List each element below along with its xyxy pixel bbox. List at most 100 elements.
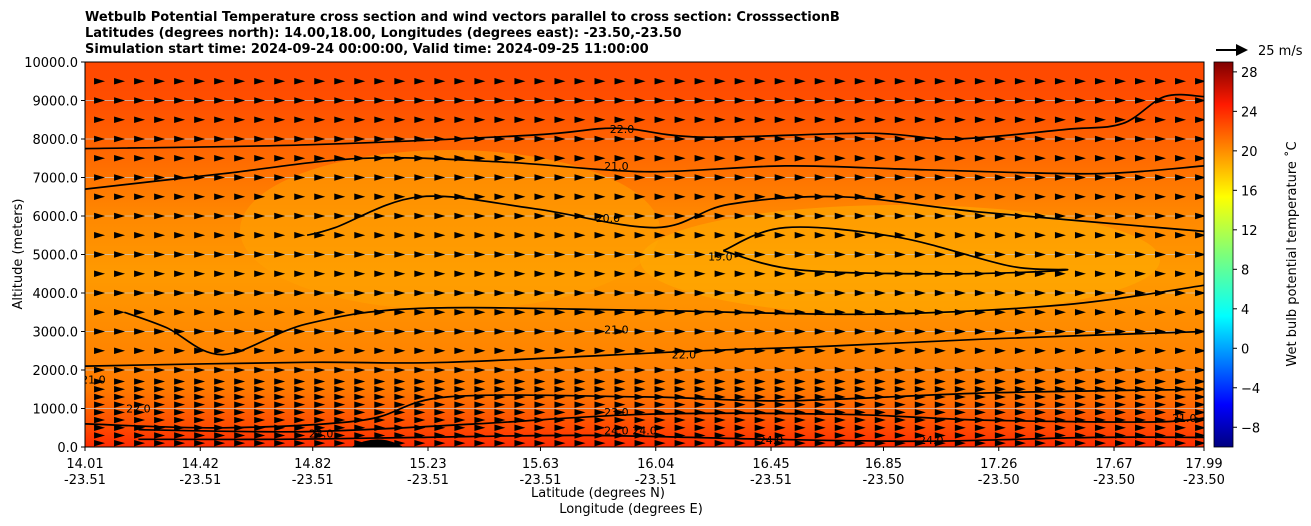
wind-vector [894, 78, 906, 85]
wind-vector [894, 416, 906, 424]
wind-vector [774, 251, 786, 258]
wind-vector [654, 432, 666, 439]
wind-vector [634, 416, 646, 424]
wind-vector [534, 432, 546, 439]
wind-vector [674, 135, 686, 143]
wind-vector [394, 135, 406, 143]
wind-vector [1175, 393, 1187, 401]
wind-vector [854, 135, 866, 143]
wind-vector [854, 270, 866, 277]
wind-vector [834, 193, 846, 200]
wind-vector [494, 232, 506, 239]
wind-vector [1195, 386, 1204, 393]
wind-vector [414, 212, 426, 220]
wind-vector [534, 366, 546, 374]
wind-vector [274, 289, 286, 297]
wind-vector [554, 155, 566, 162]
wind-vector [1074, 193, 1086, 200]
wind-vector [1014, 232, 1026, 239]
wind-vector [354, 251, 366, 258]
wind-vector [854, 386, 866, 393]
wind-vector [614, 416, 626, 424]
wind-vector [294, 135, 306, 143]
wind-vector [1195, 416, 1204, 424]
wind-vector [434, 78, 446, 85]
wind-vector [1175, 232, 1187, 239]
wind-vector [1034, 232, 1046, 239]
wind-vector [374, 116, 386, 123]
wind-vector [414, 174, 426, 181]
wind-vector [714, 251, 726, 258]
wind-vector [1195, 251, 1204, 258]
wind-vector [154, 309, 166, 316]
wind-vector [934, 386, 946, 393]
wind-vector [1054, 309, 1066, 316]
wind-vector [1195, 439, 1204, 447]
wind-vector [494, 193, 506, 200]
wind-vector [994, 386, 1006, 393]
colorbar [1213, 61, 1234, 448]
wind-vector [1034, 401, 1046, 408]
wind-vector [1175, 174, 1187, 181]
wind-vector [1034, 347, 1046, 354]
wind-vector [434, 289, 446, 297]
wind-vector [234, 416, 246, 424]
wind-vector [394, 116, 406, 123]
wind-vector [814, 116, 826, 123]
wind-vector [694, 378, 706, 385]
wind-vector [574, 309, 586, 316]
wind-vector [414, 309, 426, 316]
wind-vector [334, 378, 346, 385]
wind-vector [634, 78, 646, 85]
chart-title-line-2: Latitudes (degrees north): 14.00,18.00, … [85, 26, 682, 41]
contour-line [85, 330, 1204, 367]
wind-vector [214, 366, 226, 374]
wind-vector [994, 193, 1006, 200]
wind-vector [134, 116, 146, 123]
wind-vector [494, 116, 506, 123]
wind-vector [714, 416, 726, 424]
wind-vector [174, 409, 186, 416]
wind-vector [674, 97, 686, 104]
wind-vector [254, 193, 266, 200]
wind-vector [1034, 78, 1046, 85]
wind-vector [174, 386, 186, 393]
wind-vector [574, 328, 586, 335]
wind-vector [594, 309, 606, 316]
y-axis: 0.0 1000.0 2000.0 3000.0 4000.0 5000.0 6000.0 7… [24, 56, 85, 456]
wind-vector [154, 270, 166, 277]
wind-vector [794, 270, 806, 277]
contour-label: 22.0 [672, 348, 697, 361]
wind-vector [1114, 251, 1126, 258]
wind-vector [794, 386, 806, 393]
wind-vector [374, 386, 386, 393]
wind-vector [174, 78, 186, 85]
wind-vector [514, 270, 526, 277]
wind-vector [674, 270, 686, 277]
wind-vector [314, 328, 326, 335]
wind-vector [1155, 97, 1167, 104]
wind-vector [194, 232, 206, 239]
wind-vector [634, 97, 646, 104]
wind-vector [174, 424, 186, 431]
wind-vector [1034, 251, 1046, 258]
wind-vector [254, 116, 266, 123]
wind-vector [534, 416, 546, 424]
wind-vector [774, 378, 786, 385]
contour-label: 21.0 [81, 373, 106, 386]
wind-vector [394, 432, 406, 439]
wind-vector [334, 212, 346, 220]
wind-vector [274, 347, 286, 354]
wind-vector [454, 251, 466, 258]
wind-vector [194, 409, 206, 416]
wind-vector [574, 135, 586, 143]
wind-vector [674, 378, 686, 385]
wind-vector [134, 78, 146, 85]
wind-vector [914, 97, 926, 104]
wind-vector [454, 432, 466, 439]
wind-vector [574, 386, 586, 393]
wind-vector [1195, 328, 1204, 335]
wind-vector [214, 347, 226, 354]
wind-vector [1034, 409, 1046, 416]
wind-vector [1014, 424, 1026, 431]
